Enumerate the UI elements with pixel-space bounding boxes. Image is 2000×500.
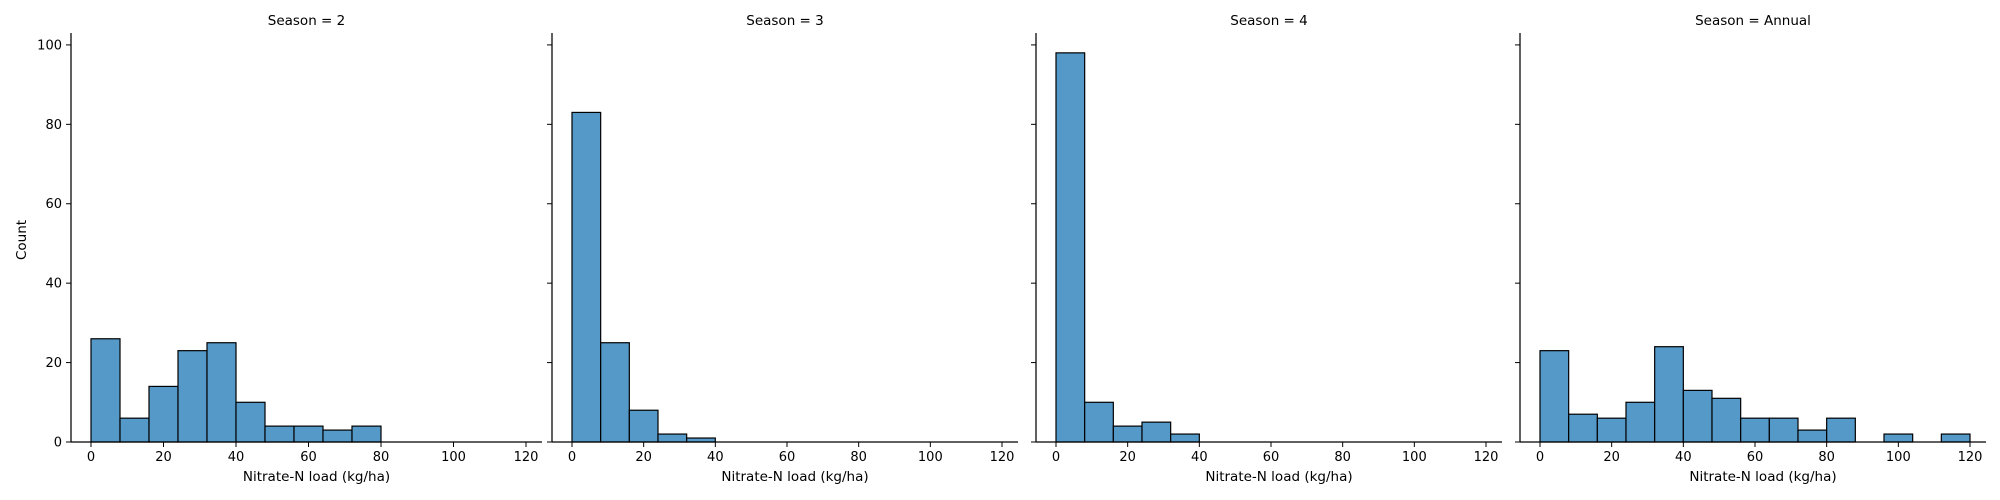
x-tick-label: 60 — [300, 450, 317, 465]
x-tick-label: 0 — [568, 450, 576, 465]
histogram-bar — [1682, 389, 1713, 443]
x-axis-label: Nitrate-N load (kg/ha) — [243, 469, 390, 485]
histogram-bar — [628, 409, 659, 443]
histogram-bar — [351, 425, 382, 443]
x-tick-label: 40 — [1191, 450, 1208, 465]
histogram-bar — [148, 385, 179, 443]
x-tick-label: 100 — [918, 450, 943, 465]
histogram-bar — [1740, 417, 1770, 443]
histogram-bar — [1055, 52, 1086, 443]
histogram-bar — [90, 338, 121, 443]
x-tick-label: 100 — [441, 450, 466, 465]
x-tick-label: 20 — [1119, 450, 1136, 465]
x-tick-label: 40 — [707, 450, 724, 465]
x-tick-label: 80 — [1334, 450, 1351, 465]
panel-title: Season = 4 — [1230, 13, 1307, 29]
facet-panel: Season = Annual 0 20 40 60 80 100 120 Nitrate-N … — [1515, 13, 1986, 485]
histogram-bar — [1170, 433, 1200, 443]
x-tick-label: 20 — [1603, 450, 1620, 465]
histogram-bar — [1883, 433, 1914, 443]
y-tick-label: 80 — [45, 118, 62, 133]
x-tick-label: 20 — [155, 450, 172, 465]
histogram-bar — [1797, 429, 1828, 443]
x-tick-label: 0 — [1052, 450, 1060, 465]
histogram-bar — [206, 342, 237, 443]
histogram-bar — [1084, 401, 1114, 443]
x-tick-label: 60 — [779, 450, 796, 465]
x-tick-label: 120 — [1958, 450, 1983, 465]
y-tick-label: 100 — [37, 38, 62, 53]
panel-title: Season = Annual — [1695, 13, 1811, 29]
histogram-bar — [322, 429, 353, 443]
histogram-bar — [571, 111, 602, 443]
x-tick-label: 80 — [373, 450, 390, 465]
panel-title: Season = 2 — [268, 13, 345, 29]
histogram-bar — [119, 417, 150, 443]
y-tick-label: 40 — [45, 277, 62, 292]
histogram-bar — [1596, 417, 1627, 443]
histogram-bar — [1112, 425, 1143, 443]
x-tick-label: 60 — [1747, 450, 1764, 465]
x-tick-label: 80 — [850, 450, 867, 465]
x-tick-label: 120 — [514, 450, 539, 465]
x-tick-label: 20 — [635, 450, 652, 465]
facet-panel: Season = 3 0 20 40 60 80 100 120 Nitrate-N load … — [547, 13, 1018, 485]
x-axis-label: Nitrate-N load (kg/ha) — [1205, 469, 1352, 485]
histogram-bar — [177, 350, 208, 443]
x-axis-label: Nitrate-N load (kg/ha) — [721, 469, 868, 485]
histogram-bar — [1711, 397, 1742, 443]
panel-title: Season = 3 — [746, 13, 823, 29]
x-tick-label: 40 — [228, 450, 245, 465]
x-tick-label: 100 — [1886, 450, 1911, 465]
histogram-bar — [235, 401, 266, 443]
x-tick-label: 0 — [87, 450, 95, 465]
x-tick-label: 120 — [990, 450, 1015, 465]
histogram-bar — [1654, 346, 1684, 443]
histogram-bar — [264, 425, 295, 443]
x-tick-label: 0 — [1536, 450, 1544, 465]
histogram-bar — [1940, 433, 1971, 443]
y-axis-label: Count — [14, 220, 30, 260]
x-tick-label: 60 — [1263, 450, 1280, 465]
histogram-bar — [1539, 350, 1570, 443]
histogram-bar — [1141, 421, 1172, 443]
y-tick-label: 60 — [45, 197, 62, 212]
histogram-bar — [600, 342, 630, 443]
histogram-bar — [1768, 417, 1799, 443]
y-tick-label: 0 — [54, 436, 62, 451]
histogram-bar — [293, 425, 324, 443]
y-tick-label: 20 — [45, 356, 62, 371]
histogram-bar — [1826, 417, 1856, 443]
x-axis-label: Nitrate-N load (kg/ha) — [1689, 469, 1836, 485]
x-tick-label: 100 — [1402, 450, 1427, 465]
x-tick-label: 40 — [1675, 450, 1692, 465]
facet-panel: Season = 2 0 20 40 60 80 100 0 20 40 60 80 100 120 Nit… — [37, 13, 542, 485]
facet-panel: Season = 4 0 20 40 60 80 100 120 Nitrate-N load … — [1031, 13, 1502, 485]
facet-panels: Season = 2 0 20 40 60 80 100 0 20 40 60 80 100 120 Nit… — [37, 13, 1986, 485]
x-tick-label: 80 — [1818, 450, 1835, 465]
x-tick-label: 120 — [1474, 450, 1499, 465]
histogram-bar — [657, 433, 688, 443]
histogram-bar — [1625, 401, 1656, 443]
histogram-bar — [1568, 413, 1598, 443]
